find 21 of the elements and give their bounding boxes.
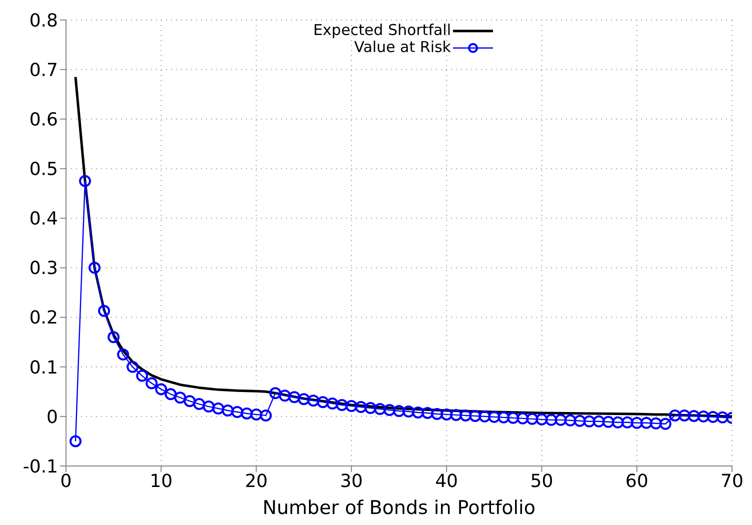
y-tick-label: 0	[46, 406, 58, 428]
x-tick-label: 20	[244, 470, 268, 492]
y-tick-label: 0.7	[29, 60, 58, 81]
y-tick-label: 0.2	[29, 308, 58, 329]
y-tick-label: 0.4	[29, 208, 58, 230]
x-tick-label: 40	[435, 470, 458, 492]
x-tick-label: 30	[340, 470, 363, 492]
y-tick-label: 0.6	[29, 110, 58, 130]
y-tick-label: 0.5	[29, 159, 58, 180]
x-tick-label: 70	[720, 470, 744, 492]
x-tick-label: 0	[60, 470, 72, 492]
x-tick-label: 50	[530, 470, 554, 492]
x-axis-title: Number of Bonds in Portfolio	[262, 497, 536, 519]
legend-label: Expected Shortfall	[313, 21, 451, 39]
x-tick-label: 60	[625, 470, 648, 492]
y-tick-label: 0.1	[29, 357, 58, 378]
y-tick-label: 0.8	[29, 10, 58, 32]
legend-label: Value at Risk	[354, 38, 451, 56]
y-tick-label: 0.3	[29, 258, 58, 280]
y-tick-label: -0.1	[22, 456, 58, 478]
x-tick-label: 10	[150, 470, 173, 492]
